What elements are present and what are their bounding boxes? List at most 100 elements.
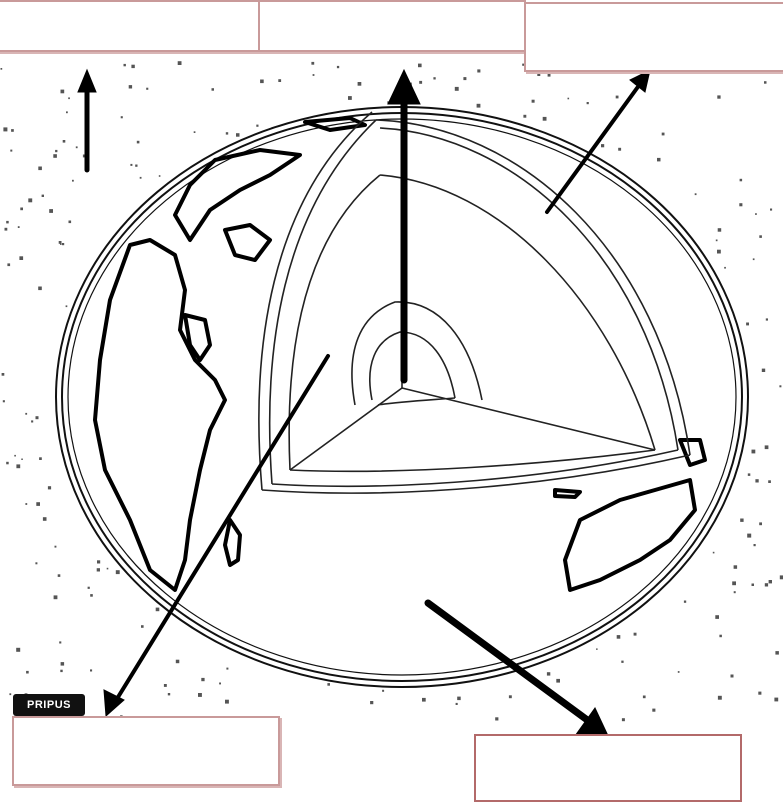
speckle	[455, 87, 459, 91]
speckle	[2, 373, 5, 376]
speckle	[739, 203, 742, 206]
speckle	[137, 141, 140, 144]
speckle	[36, 502, 40, 506]
speckle	[39, 457, 42, 460]
speckle	[747, 534, 751, 538]
speckle	[60, 670, 62, 672]
speckle	[42, 195, 44, 197]
speckle	[212, 88, 215, 91]
speckle	[616, 96, 619, 99]
speckle	[25, 503, 27, 505]
speckle	[768, 480, 771, 483]
speckle	[16, 464, 20, 468]
speckle	[657, 158, 661, 162]
label-box-top-left[interactable]	[0, 0, 260, 52]
speckle	[11, 129, 14, 132]
speckle	[716, 240, 718, 242]
speckle	[164, 684, 167, 687]
speckle	[219, 683, 221, 685]
arrow-top-middle	[388, 70, 420, 380]
speckle	[556, 679, 560, 683]
speckle	[719, 635, 722, 638]
speckle	[25, 413, 27, 415]
speckle	[587, 102, 589, 104]
speckle	[226, 132, 228, 134]
speckle	[68, 97, 70, 99]
speckle	[622, 718, 625, 721]
speckle	[713, 552, 715, 554]
speckle	[36, 416, 39, 419]
speckle	[141, 625, 144, 628]
speckle	[72, 180, 74, 182]
speckle	[194, 131, 196, 133]
speckle	[21, 459, 23, 461]
speckle	[724, 267, 726, 269]
speckle	[762, 369, 765, 372]
site-logo: PRIPUS	[13, 694, 85, 716]
speckle	[643, 696, 646, 699]
speckle	[433, 77, 435, 79]
speckle	[652, 709, 655, 712]
speckle	[178, 61, 182, 65]
speckle	[135, 165, 137, 167]
speckle	[769, 580, 772, 583]
speckle	[69, 221, 72, 224]
speckle	[765, 445, 769, 449]
speckle	[732, 581, 736, 585]
speckle	[6, 221, 9, 224]
speckle	[38, 287, 42, 291]
speckle	[327, 683, 330, 686]
speckle	[66, 111, 68, 113]
speckle	[225, 700, 229, 704]
speckle	[748, 473, 751, 476]
cutaway-layers	[259, 112, 690, 493]
speckle	[523, 115, 526, 118]
speckle	[198, 693, 202, 697]
speckle	[260, 80, 264, 84]
speckle	[130, 164, 132, 166]
speckle	[765, 583, 768, 586]
speckle	[463, 77, 466, 80]
speckle	[88, 587, 90, 589]
speckle	[49, 209, 53, 213]
speckle	[6, 462, 9, 465]
label-box-top-middle[interactable]	[258, 0, 526, 52]
speckle	[53, 154, 57, 158]
speckle	[1, 68, 3, 70]
speckle	[740, 519, 743, 522]
speckle	[129, 85, 132, 88]
label-box-bottom-right[interactable]	[474, 734, 742, 802]
speckle	[734, 565, 738, 569]
speckle	[76, 146, 78, 148]
label-box-top-right[interactable]	[524, 2, 783, 72]
speckle	[256, 125, 258, 127]
label-box-bottom-left[interactable]	[12, 716, 280, 786]
speckle	[55, 150, 57, 152]
speckle	[31, 420, 33, 422]
speckle	[422, 698, 426, 702]
speckle	[63, 140, 66, 143]
speckle	[634, 633, 637, 636]
speckle	[90, 669, 92, 671]
speckle	[236, 133, 240, 137]
speckle	[48, 486, 51, 489]
speckle	[116, 570, 120, 574]
speckle	[770, 209, 772, 211]
speckle	[543, 117, 547, 121]
speckle	[537, 73, 540, 76]
speckle	[695, 193, 697, 195]
speckle	[168, 693, 170, 695]
speckle	[124, 64, 126, 66]
speckle	[418, 64, 422, 68]
speckle	[477, 69, 480, 72]
speckle	[140, 177, 142, 179]
speckle	[35, 562, 37, 564]
speckle	[718, 696, 722, 700]
speckle	[62, 243, 64, 245]
speckle	[146, 88, 148, 90]
speckle	[759, 235, 762, 238]
speckle	[3, 400, 5, 402]
speckle	[28, 198, 32, 202]
speckle	[176, 660, 180, 664]
